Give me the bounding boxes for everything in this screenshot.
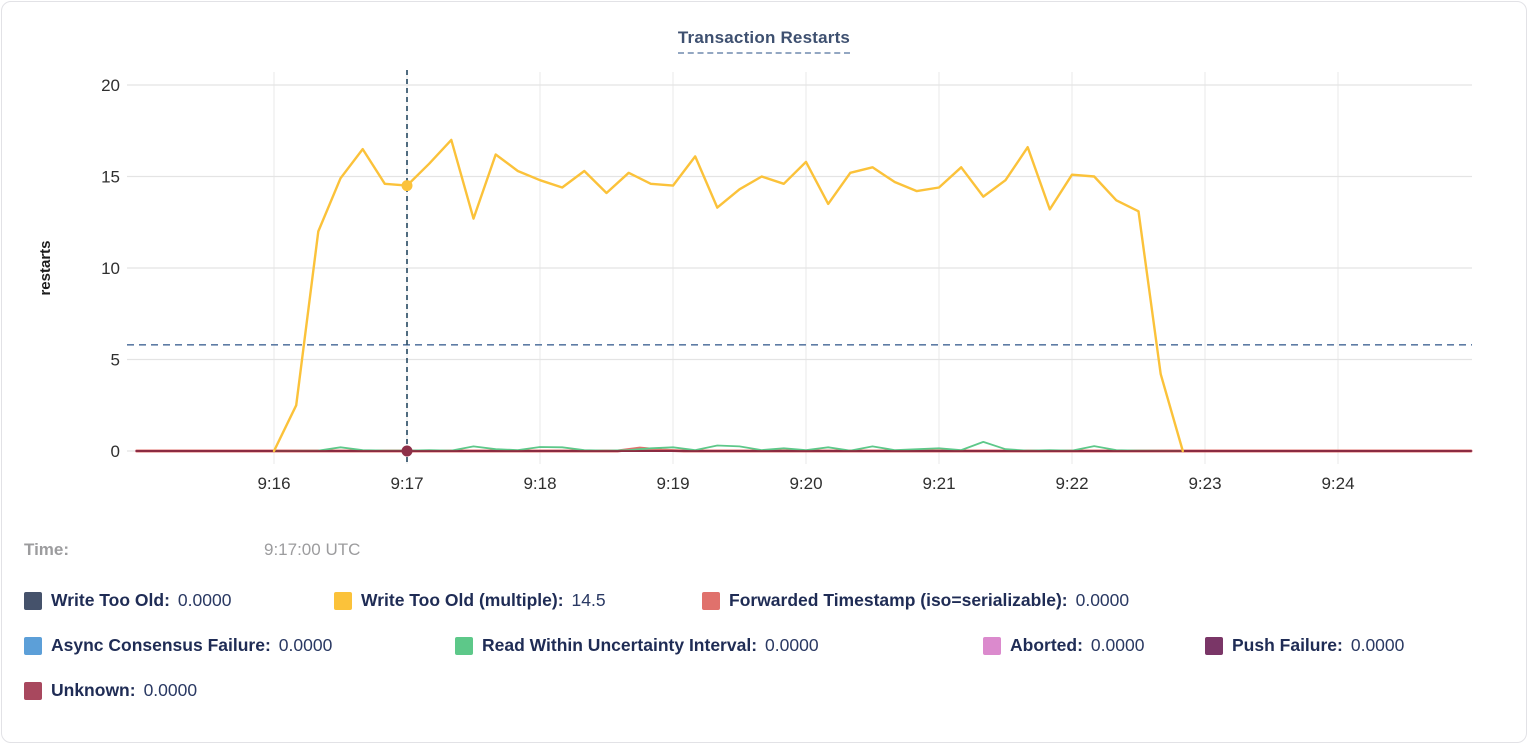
time-label: Time: (24, 540, 70, 559)
legend-swatch-write-too-old-multiple (334, 591, 352, 610)
legend-label: Read Within Uncertainty Interval: (482, 635, 758, 655)
legend-item-read-within-uncertainty-interval[interactable]: Read Within Uncertainty Interval: 0.0000 (455, 635, 935, 656)
legend-item-aborted[interactable]: Aborted: 0.0000 (983, 635, 1157, 656)
legend-value: 0.0000 (765, 635, 819, 655)
legend-item-push-failure[interactable]: Push Failure: 0.0000 (1205, 635, 1404, 656)
legend-item-write-too-old[interactable]: Write Too Old: 0.0000 (24, 590, 286, 611)
y-tick-label: 10 (101, 259, 120, 278)
legend-value: 0.0000 (278, 635, 333, 655)
legend-swatch-push-failure (1205, 636, 1223, 655)
legend-label: Unknown: (51, 680, 136, 700)
legend-item-forwarded-timestamp[interactable]: Forwarded Timestamp (iso=serializable): 0… (702, 590, 1129, 611)
legend-swatch-unknown (24, 681, 42, 700)
legend-swatch-write-too-old (24, 591, 42, 610)
legend-value: 0.0000 (1075, 590, 1130, 610)
legend-row: Unknown: 0.0000 (24, 680, 197, 701)
legend-swatch-forwarded-timestamp (702, 591, 720, 610)
legend-label: Aborted: (1010, 635, 1083, 655)
y-tick-label: 0 (111, 442, 120, 461)
y-tick-label: 20 (101, 76, 120, 95)
legend-value: 0.0000 (143, 680, 198, 700)
legend-label: Push Failure: (1232, 635, 1343, 655)
legend-swatch-async-consensus-failure (24, 636, 42, 655)
hover-dot (401, 180, 413, 192)
x-tick-labels: 9:16 9:17 9:18 9:19 9:20 9:21 9:22 9:23 9:24 (257, 474, 1354, 493)
chart-svg[interactable]: 0 5 10 15 20 9:16 9:17 9:18 9:19 9:20 9:21 9:22 9:23… (2, 2, 1528, 522)
x-tick-label: 9:19 (656, 474, 689, 493)
legend-value: 0.0000 (177, 590, 232, 610)
legend-label: Write Too Old: (51, 590, 170, 610)
legend-value: 14.5 (571, 590, 606, 610)
y-tick-label: 5 (111, 351, 120, 370)
x-tick-label: 9:18 (523, 474, 556, 493)
y-gridlines: 0 5 10 15 20 (101, 76, 1472, 461)
x-tick-label: 9:21 (922, 474, 955, 493)
legend-swatch-aborted (983, 636, 1001, 655)
time-value: 9:17:00 UTC (264, 540, 361, 559)
x-tick-label: 9:22 (1055, 474, 1088, 493)
hover-time-row: Time: 9:17:00 UTC (24, 540, 360, 560)
hover-dot (401, 445, 413, 457)
legend-row: Async Consensus Failure: 0.0000 Read Withi… (24, 635, 1404, 656)
chart-title[interactable]: Transaction Restarts (677, 28, 851, 54)
legend-swatch-read-within-uncertainty-interval (455, 636, 473, 655)
legend-value: 0.0000 (1350, 635, 1405, 655)
legend-label: Write Too Old (multiple): (361, 590, 564, 610)
y-tick-label: 15 (101, 168, 120, 187)
transaction-restarts-chart[interactable]: 0 5 10 15 20 9:16 9:17 9:18 9:19 9:20 9:21 9:22 9:23… (2, 2, 1528, 522)
legend-item-unknown[interactable]: Unknown: 0.0000 (24, 680, 197, 701)
series-line (272, 138, 1185, 453)
x-tick-label: 9:24 (1321, 474, 1354, 493)
legend-row: Write Too Old: 0.0000 Write Too Old (multi… (24, 590, 1129, 611)
legend-item-write-too-old-multiple[interactable]: Write Too Old (multiple): 14.5 (334, 590, 654, 611)
x-tick-label: 9:16 (257, 474, 290, 493)
y-axis-label: restarts (37, 240, 54, 295)
legend-item-async-consensus-failure[interactable]: Async Consensus Failure: 0.0000 (24, 635, 407, 656)
x-tick-label: 9:17 (390, 474, 423, 493)
legend-label: Forwarded Timestamp (iso=serializable): (729, 590, 1068, 610)
x-tick-label: 9:20 (789, 474, 822, 493)
legend-value: 0.0000 (1090, 635, 1145, 655)
legend-label: Async Consensus Failure: (51, 635, 271, 655)
x-tick-label: 9:23 (1188, 474, 1221, 493)
